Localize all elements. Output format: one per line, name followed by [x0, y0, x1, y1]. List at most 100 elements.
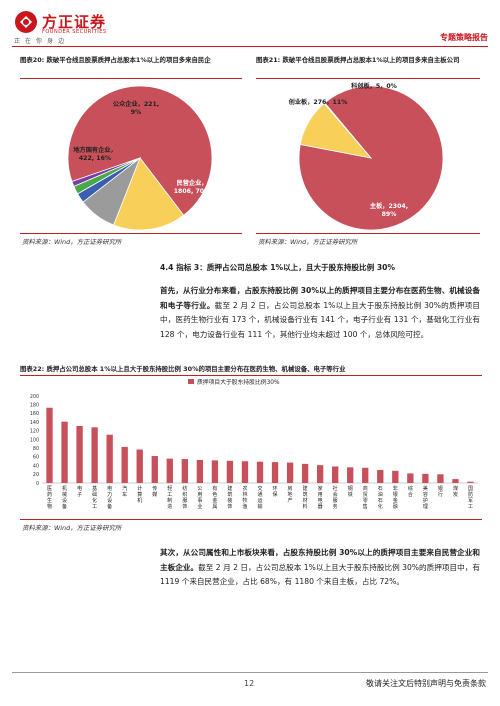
- bar-11: [211, 460, 219, 483]
- footer-disclaimer: 敬请关注文后特别声明与免责条款: [366, 679, 486, 688]
- pie1-slice-0: [67, 85, 213, 216]
- bar-16: [286, 462, 294, 483]
- bar-0: [46, 407, 53, 483]
- bar-legend-swatch: [188, 379, 194, 384]
- pie1-slice-1: [113, 157, 185, 231]
- bar-26: [437, 474, 444, 483]
- bar-14: [256, 461, 264, 483]
- bar-category-label: 钢铁: [348, 485, 353, 498]
- bar-category-label: 汽车: [122, 485, 127, 498]
- bar-category-label: 传媒: [152, 485, 157, 498]
- figure22-rule: [20, 375, 482, 376]
- bar-9: [181, 459, 188, 483]
- bar-category-label: 农林牧渔: [242, 485, 247, 510]
- logo-mark-icon: [15, 11, 37, 33]
- bar-24: [407, 473, 414, 483]
- section-heading: 4.4 指标 3：质押占公司总股本 1%以上，且大于股东持股比例 30%: [160, 263, 396, 272]
- paragraph-ownership-lead: 其次，从公司属性和上市板块来看，占股东持股比例 30%以上的质押项目主要来自民营…: [160, 548, 480, 572]
- figure22-source: 资料来源：Wind，方正证券研究所: [22, 524, 122, 532]
- bar-category-label: 建筑装饰: [227, 485, 232, 510]
- bar-1: [61, 421, 68, 483]
- bar-ytick-label: 100: [30, 437, 39, 443]
- bar-category-label: 家用电器: [318, 485, 323, 510]
- paragraph-ownership-body: 截至 2 月 2 日，占公司总股本 1%以上且大于股东持股比例 30%的质押项目…: [160, 562, 480, 587]
- bar-4: [106, 434, 113, 483]
- figure22-bar-chart: 质押项目大于股东持股比例30% 0 20 40 60 80 100 120 140 160 180 2…: [30, 378, 478, 510]
- slogan: 正在你身边: [14, 38, 70, 45]
- bar-15: [271, 462, 279, 483]
- bar-12: [226, 460, 234, 483]
- bar-ytick-label: 160: [30, 411, 39, 417]
- bar-category-label: 电力设备: [107, 485, 112, 510]
- bar-ytick-label: 60: [33, 455, 39, 461]
- bar-category-label: 纺织服饰: [182, 485, 187, 510]
- pie1-label-private: 民营企业， 1806, 70%: [174, 179, 211, 195]
- bar-ytick-label: 40: [33, 463, 39, 469]
- paragraph-industry-body: 截至 2 月 2 日，占公司总股本 1%以上且大于股东持股比例 30%的质押项目…: [160, 300, 480, 339]
- logo-text-cn: 方正证券: [42, 13, 107, 31]
- bar-category-label: 有色金属: [212, 485, 217, 510]
- bar-category-label: 石油石化: [378, 486, 383, 510]
- bar-category-label: 建筑材料: [303, 485, 308, 510]
- figure22-title: 图表22: 质押占公司总股本 1%以上且大于股东持股比例 30%的项目主要分布在…: [20, 365, 346, 373]
- bar-category-label: 公用事业: [197, 486, 202, 510]
- company-logo: 方正证券 FOUNDER SECURITIES: [14, 10, 134, 48]
- bar-category-label: 商贸零售: [363, 485, 368, 510]
- bar-10: [196, 459, 204, 483]
- figure20-pie-chart: 民营企业， 1806, 70% 地方国有企业， 422, 16% 公众企业，221, 9%: [67, 85, 213, 231]
- figure21-source: 资料来源：Wind，方正证券研究所: [258, 238, 358, 246]
- header-divider: [12, 46, 488, 47]
- bar-category-label: 煤炭: [453, 485, 458, 498]
- bar-category-label: 环保: [273, 486, 278, 498]
- bar-13: [241, 461, 249, 483]
- bar-category-label: 交通运输: [257, 485, 262, 510]
- bar-category-label: 电子: [77, 485, 82, 498]
- bar-ytick-label: 20: [33, 472, 39, 478]
- bar-ytick-label: 0: [36, 481, 39, 487]
- bar-21: [362, 467, 369, 483]
- bar-28: [467, 481, 474, 483]
- figure20-bottom-rule: [20, 233, 242, 234]
- bar-ytick-label: 120: [30, 429, 39, 435]
- figure22-bottom-rule: [20, 519, 482, 520]
- bar-27: [452, 479, 459, 483]
- figure21-title: 图表21: 跌破平仓线且股票质押占总股本1%以上的项目多来自主板公司: [256, 56, 460, 64]
- bar-8: [166, 458, 173, 483]
- pie1-label-public: 公众企业，221, 9%: [113, 100, 159, 116]
- figure20-rule: [20, 78, 242, 79]
- bar-22: [377, 469, 384, 483]
- pie2-label-main: 主板，2304, 89%: [370, 202, 408, 218]
- bar-25: [422, 473, 429, 483]
- pie2-label-star: 科创板，5，0%: [351, 82, 397, 90]
- bar-category-label: 机械设备: [62, 485, 67, 510]
- bar-6: [136, 449, 143, 483]
- page-number: 12: [244, 679, 255, 688]
- bar-category-label: 社会服务: [333, 485, 338, 510]
- bar-category-label: 非银金融: [393, 485, 398, 510]
- bar-23: [392, 470, 399, 483]
- bar-19: [332, 466, 339, 483]
- figure20-title: 图表20: 跌破平仓线且股票质押占总股本1%以上的项目多来自民企: [20, 56, 211, 64]
- figure21-rule: [256, 78, 480, 79]
- bar-20: [347, 467, 354, 483]
- bar-category-label: 医药生物: [47, 486, 52, 510]
- bar-category-label: 房地产: [288, 485, 293, 504]
- bar-category-label: 银行: [438, 485, 443, 498]
- pie1-label-local-soe: 地方国有企业， 422, 16%: [73, 146, 116, 162]
- report-type: 专题策略报告: [440, 33, 488, 42]
- bar-legend-label: 质押项目大于股东持股比例30%: [197, 378, 280, 386]
- bar-2: [76, 426, 83, 483]
- bar-7: [151, 456, 158, 483]
- bar-3: [91, 427, 98, 483]
- figure21-bottom-rule: [256, 233, 480, 234]
- bar-18: [316, 465, 324, 483]
- paragraph-ownership: 其次，从公司属性和上市板块来看，占股东持股比例 30%以上的质押项目主要来自民营…: [160, 546, 480, 590]
- paragraph-industry: 首先，从行业分布来看，占股东持股比例 30%以上的质押项目主要分布在医药生物、机…: [160, 284, 480, 342]
- bar-17: [301, 463, 309, 483]
- bar-ytick-label: 80: [33, 446, 39, 452]
- bar-category-label: 计算机: [137, 485, 142, 504]
- bar-category-label: 轻工制造: [167, 485, 172, 510]
- pie2-slice-2: [323, 102, 372, 159]
- bar-category-label: 综合: [408, 485, 413, 498]
- bar-ytick-label: 180: [30, 403, 39, 409]
